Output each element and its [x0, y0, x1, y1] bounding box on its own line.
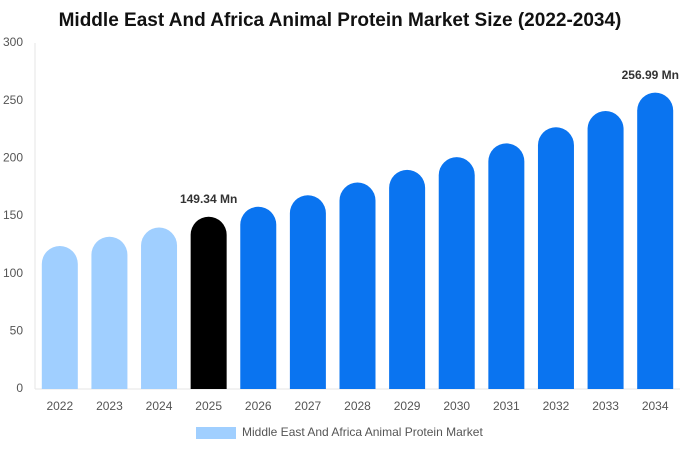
x-tick-label: 2031 [493, 399, 520, 413]
x-tick-label: 2030 [443, 399, 470, 413]
y-tick-label: 200 [3, 151, 23, 165]
y-tick-label: 300 [3, 35, 23, 49]
bar [91, 236, 128, 389]
chart-title: Middle East And Africa Animal Protein Ma… [59, 10, 622, 31]
legend-label: Middle East And Africa Animal Protein Ma… [242, 425, 483, 439]
x-tick-label: 2024 [146, 399, 173, 413]
bar [637, 92, 674, 390]
x-tick-label: 2033 [592, 399, 619, 413]
x-tick-label: 2034 [642, 399, 669, 413]
bar [240, 206, 277, 389]
bar [141, 227, 178, 389]
bar [389, 169, 426, 389]
bar [41, 245, 78, 389]
bar [587, 111, 624, 389]
y-tick-label: 0 [16, 381, 23, 395]
bar [289, 195, 326, 389]
x-tick-label: 2028 [344, 399, 371, 413]
bar [190, 216, 227, 389]
x-tick-label: 2023 [96, 399, 123, 413]
legend-swatch [196, 427, 236, 439]
y-tick-label: 150 [3, 208, 23, 222]
x-tick-label: 2022 [46, 399, 73, 413]
bar [488, 143, 525, 389]
y-tick-label: 100 [3, 266, 23, 280]
bar [537, 127, 574, 390]
bar [438, 157, 475, 389]
y-tick-label: 250 [3, 93, 23, 107]
x-tick-label: 2027 [295, 399, 322, 413]
x-tick-label: 2026 [245, 399, 272, 413]
y-tick-label: 50 [10, 324, 24, 338]
value-label: 149.34 Mn [180, 192, 237, 206]
value-label: 256.99 Mn [622, 68, 679, 82]
x-tick-label: 2025 [195, 399, 222, 413]
bar [339, 182, 376, 389]
x-tick-label: 2032 [543, 399, 570, 413]
x-tick-label: 2029 [394, 399, 421, 413]
